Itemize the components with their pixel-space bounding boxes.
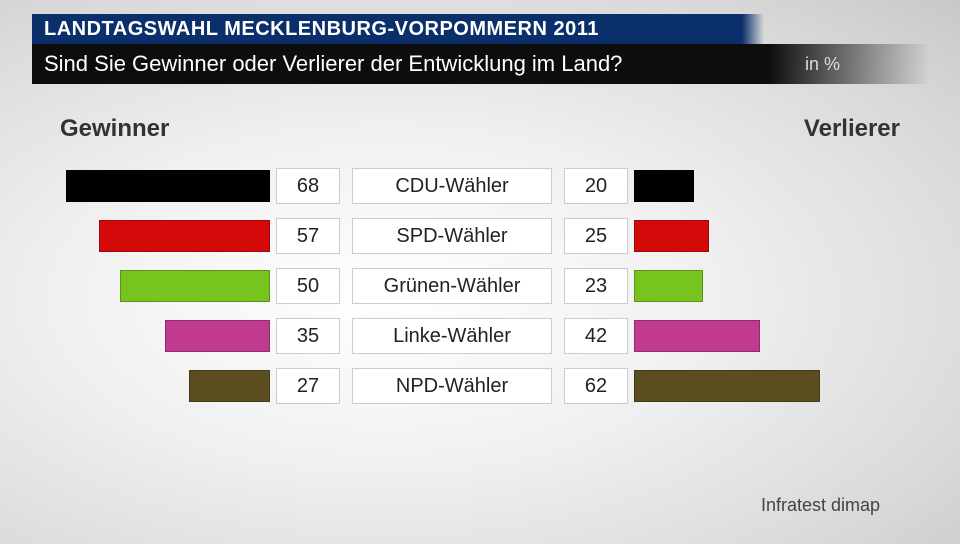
bar-left-wrap <box>60 220 270 252</box>
bar-right-wrap <box>634 320 844 352</box>
bar-left-wrap <box>60 320 270 352</box>
value-right: 23 <box>564 268 628 304</box>
bar-left-wrap <box>60 170 270 202</box>
unit-label: in % <box>805 44 840 84</box>
chart-row: 27 NPD-Wähler 62 <box>60 365 900 407</box>
bar-left <box>120 270 270 302</box>
value-right: 20 <box>564 168 628 204</box>
chart-row: 50 Grünen-Wähler 23 <box>60 265 900 307</box>
bar-right-wrap <box>634 370 844 402</box>
bar-left <box>165 320 270 352</box>
bar-right <box>634 170 694 202</box>
bar-left <box>189 370 270 402</box>
subtitle-band: Sind Sie Gewinner oder Verlierer der Ent… <box>32 44 930 84</box>
value-left: 68 <box>276 168 340 204</box>
bar-right-wrap <box>634 270 844 302</box>
chart-row: 68 CDU-Wähler 20 <box>60 165 900 207</box>
bar-right <box>634 220 709 252</box>
bar-left <box>99 220 270 252</box>
category-label: SPD-Wähler <box>352 218 552 254</box>
bar-right-wrap <box>634 170 844 202</box>
axis-labels: Gewinner Verlierer <box>60 115 900 155</box>
chart-area: Gewinner Verlierer 68 CDU-Wähler 20 57 SPD-W… <box>60 115 900 415</box>
axis-right-label: Verlierer <box>804 115 900 143</box>
category-label: CDU-Wähler <box>352 168 552 204</box>
source-label: Infratest dimap <box>761 495 880 516</box>
value-right: 62 <box>564 368 628 404</box>
value-left: 50 <box>276 268 340 304</box>
bar-right-wrap <box>634 220 844 252</box>
chart-rows: 68 CDU-Wähler 20 57 SPD-Wähler 25 50 Grünen-Wäh… <box>60 165 900 407</box>
bar-left-wrap <box>60 370 270 402</box>
value-right: 25 <box>564 218 628 254</box>
header-band: LANDTAGSWAHL MECKLENBURG-VORPOMMERN 2011 <box>32 14 742 44</box>
value-left: 27 <box>276 368 340 404</box>
bar-left-wrap <box>60 270 270 302</box>
value-left: 57 <box>276 218 340 254</box>
value-right: 42 <box>564 318 628 354</box>
chart-row: 35 Linke-Wähler 42 <box>60 315 900 357</box>
category-label: Grünen-Wähler <box>352 268 552 304</box>
axis-left-label: Gewinner <box>60 115 169 143</box>
bar-right <box>634 320 760 352</box>
bar-right <box>634 370 820 402</box>
value-left: 35 <box>276 318 340 354</box>
category-label: Linke-Wähler <box>352 318 552 354</box>
chart-row: 57 SPD-Wähler 25 <box>60 215 900 257</box>
page-title: LANDTAGSWAHL MECKLENBURG-VORPOMMERN 2011 <box>44 18 599 40</box>
subtitle-text: Sind Sie Gewinner oder Verlierer der Ent… <box>44 51 622 76</box>
bar-left <box>66 170 270 202</box>
category-label: NPD-Wähler <box>352 368 552 404</box>
bar-right <box>634 270 703 302</box>
